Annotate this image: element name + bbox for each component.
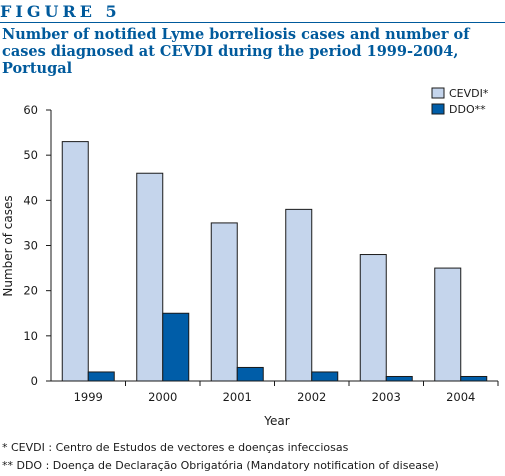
y-tick-label: 30 [23,239,38,253]
y-tick-label: 60 [23,103,38,117]
bar-cevdi [434,267,462,382]
y-tick-label: 20 [23,284,38,298]
bar-cevdi [136,172,164,382]
footnote-cevdi: * CEVDI : Centro de Estudos de vectores … [2,441,349,454]
y-tick-label: 40 [23,193,38,207]
title-divider [0,22,505,23]
y-tick-label: 50 [23,148,38,162]
bar-ddo [460,375,488,382]
y-tick-label: 0 [31,374,38,388]
bar-ddo [162,312,190,382]
bar-cevdi [210,222,238,382]
x-tick-label: 1999 [74,390,103,404]
figure-label: FIGURE 5 [0,2,121,21]
x-tick-label: 2003 [372,390,401,404]
x-axis-title: Year [263,414,289,428]
bar-cevdi [359,254,387,382]
x-tick-label: 2004 [446,390,475,404]
x-tick-label: 2002 [297,390,326,404]
y-axis-title: Number of cases [1,195,15,296]
bar-ddo [385,375,413,382]
x-tick-label: 2000 [148,390,177,404]
bar-cevdi [285,208,313,382]
legend-label: CEVDI* [449,87,489,100]
bar-ddo [236,366,264,382]
x-tick-label: 2001 [223,390,252,404]
legend-swatch [431,103,445,115]
figure-title: Number of notified Lyme borreliosis case… [2,26,470,77]
y-tick-label: 10 [23,329,38,343]
footnote-ddo: ** DDO : Doença de Declaração Obrigatóri… [2,459,439,472]
legend-swatch [431,87,445,99]
bar-ddo [87,371,115,382]
bar-cevdi [61,141,89,382]
bar-ddo [311,371,339,382]
legend-label: DDO** [449,103,486,116]
